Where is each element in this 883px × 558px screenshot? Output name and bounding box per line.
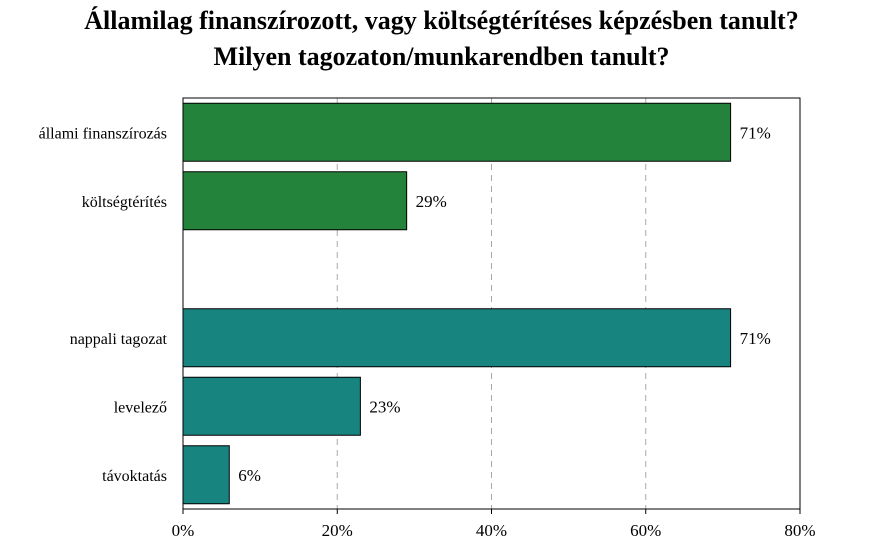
x-tick-label: 0% (172, 521, 195, 540)
data-label: 6% (238, 466, 261, 485)
bar (182, 445, 230, 505)
category-label: levelező (114, 399, 167, 416)
bar (182, 376, 361, 436)
x-tick-label: 20% (322, 521, 353, 540)
category-label: távoktatás (102, 468, 167, 485)
data-label: 71% (740, 329, 771, 348)
data-label: 29% (416, 192, 447, 211)
data-label: 71% (740, 123, 771, 142)
bar (182, 171, 408, 231)
chart-subtitle: Milyen tagozaton/munkarendben tanult? (213, 42, 670, 71)
bar (182, 308, 732, 368)
category-label: állami finanszírozás (39, 125, 167, 142)
category-label: költségtérítés (82, 194, 167, 211)
category-label: nappali tagozat (70, 331, 168, 348)
bar (182, 102, 732, 162)
x-tick-label: 80% (784, 521, 815, 540)
data-label: 23% (369, 397, 400, 416)
x-tick-label: 60% (630, 521, 661, 540)
x-tick-label: 40% (476, 521, 507, 540)
chart-title: Államilag finanszírozott, vagy költségté… (84, 6, 799, 35)
